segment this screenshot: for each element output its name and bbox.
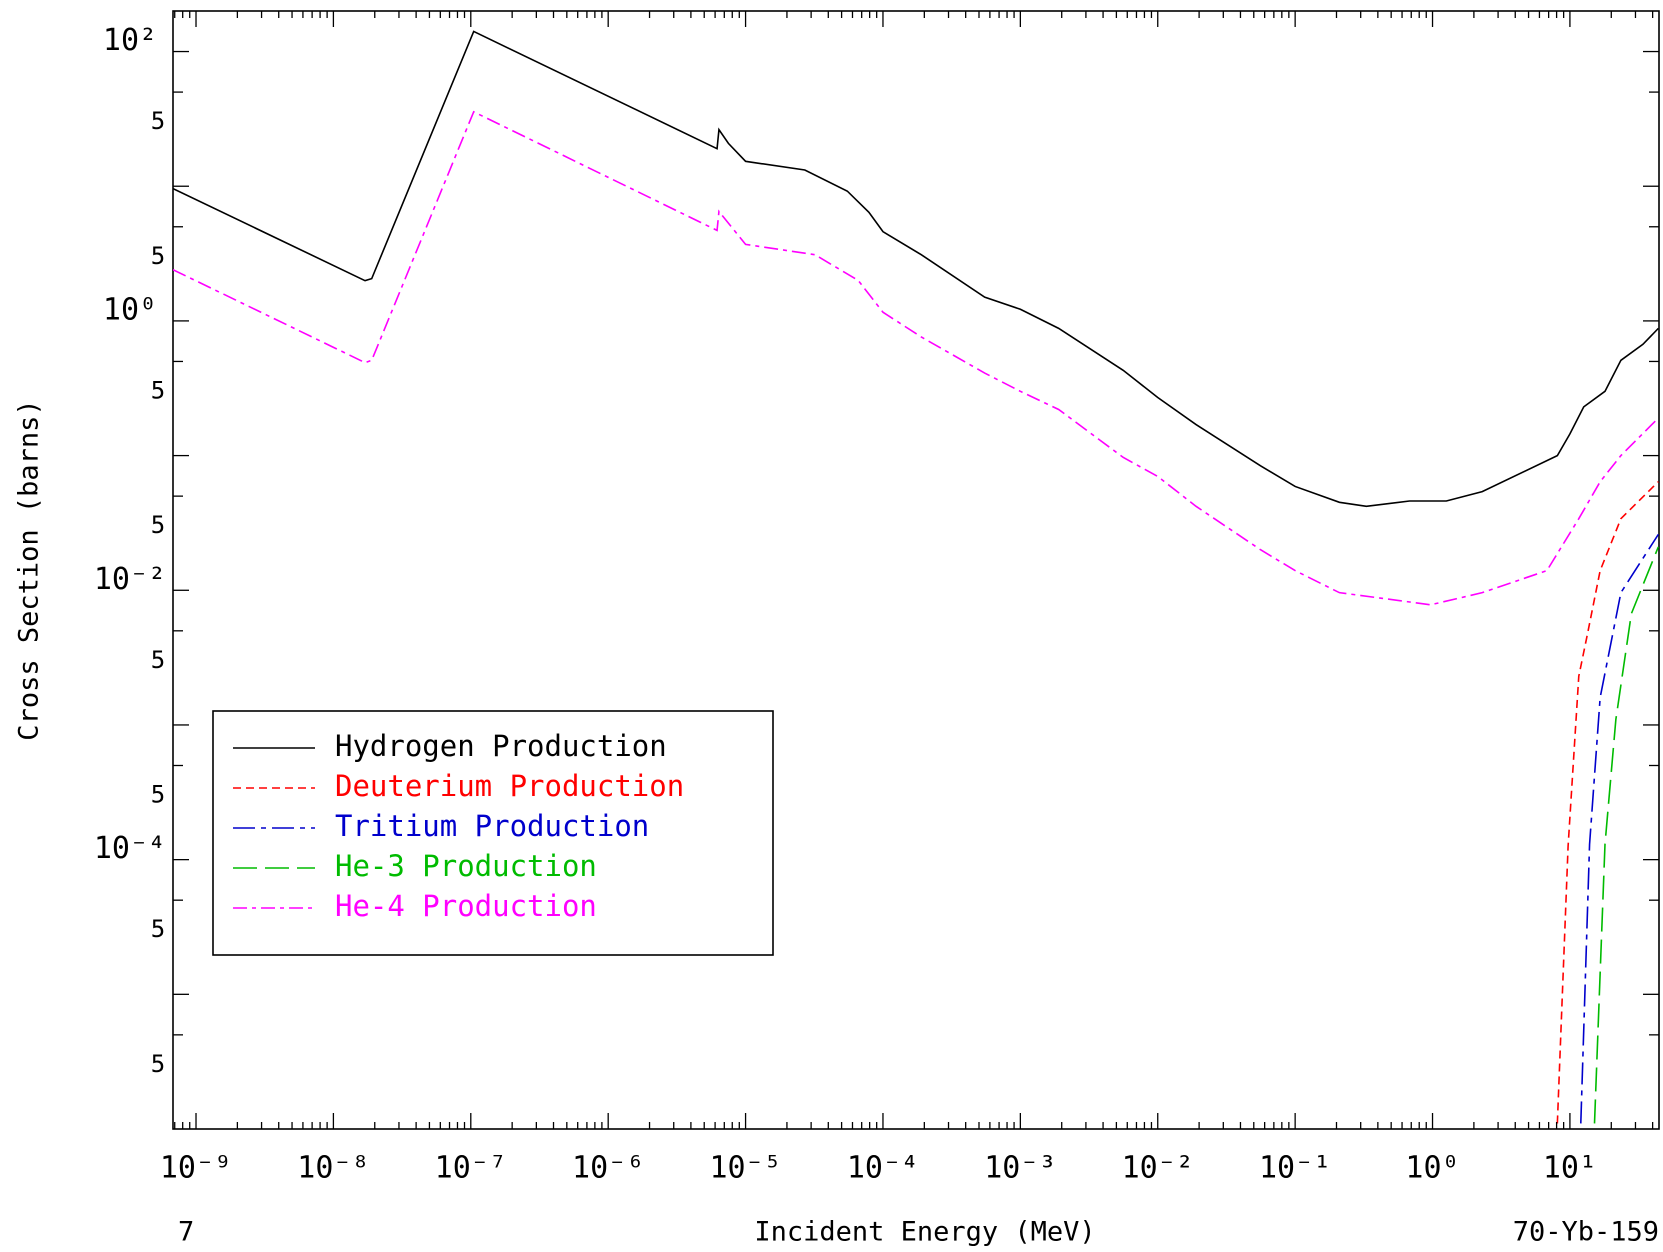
y-tick-label: 10⁻² <box>94 562 166 597</box>
x-tick-label: 10⁻⁹ <box>160 1151 232 1186</box>
corner-left-label: 7 <box>178 1217 194 1248</box>
x-tick-label: 10⁻³ <box>984 1151 1056 1186</box>
x-tick-label: 10⁻⁷ <box>435 1151 507 1186</box>
legend-label: Deuterium Production <box>335 769 684 803</box>
corner-right-label: 70-Yb-159 <box>1513 1217 1659 1248</box>
y-tick-label: 5 <box>151 1050 165 1078</box>
x-tick-label: 10⁻⁶ <box>572 1151 644 1186</box>
y-tick-label: 5 <box>151 646 165 674</box>
y-tick-label: 5 <box>151 242 165 270</box>
legend-label: He-4 Production <box>335 889 597 923</box>
legend-label: Hydrogen Production <box>335 729 667 763</box>
y-tick-label: 5 <box>151 107 165 135</box>
y-tick-label: 10² <box>103 23 157 58</box>
x-tick-label: 10⁻⁴ <box>847 1151 919 1186</box>
plot-area <box>173 30 1659 1124</box>
x-tick-label: 10⁻² <box>1122 1151 1194 1186</box>
y-tick-label: 5 <box>151 780 165 808</box>
x-tick-label: 10¹ <box>1543 1151 1597 1186</box>
y-tick-label: 5 <box>151 511 165 539</box>
y-axis-label: Cross Section (barns) <box>14 399 45 740</box>
x-axis-label: Incident Energy (MeV) <box>754 1217 1095 1248</box>
x-tick-label: 10⁻⁵ <box>709 1151 781 1186</box>
series-line <box>1580 533 1659 1124</box>
x-tick-label: 10⁰ <box>1405 1151 1459 1186</box>
y-tick-label: 5 <box>151 376 165 404</box>
plot-frame <box>172 10 1660 1130</box>
legend-label: He-3 Production <box>335 849 597 883</box>
legend-label: Tritium Production <box>335 809 649 843</box>
series-line <box>173 30 1659 508</box>
y-tick-label: 5 <box>151 915 165 943</box>
series-line <box>1593 546 1659 1124</box>
series-line <box>1556 481 1659 1124</box>
y-tick-label: 10⁻⁴ <box>94 831 166 866</box>
series-line <box>173 110 1659 606</box>
x-tick-label: 10⁻¹ <box>1259 1151 1331 1186</box>
y-tick-label: 10⁰ <box>103 292 157 327</box>
x-tick-label: 10⁻⁸ <box>297 1151 369 1186</box>
legend-box <box>212 710 774 956</box>
